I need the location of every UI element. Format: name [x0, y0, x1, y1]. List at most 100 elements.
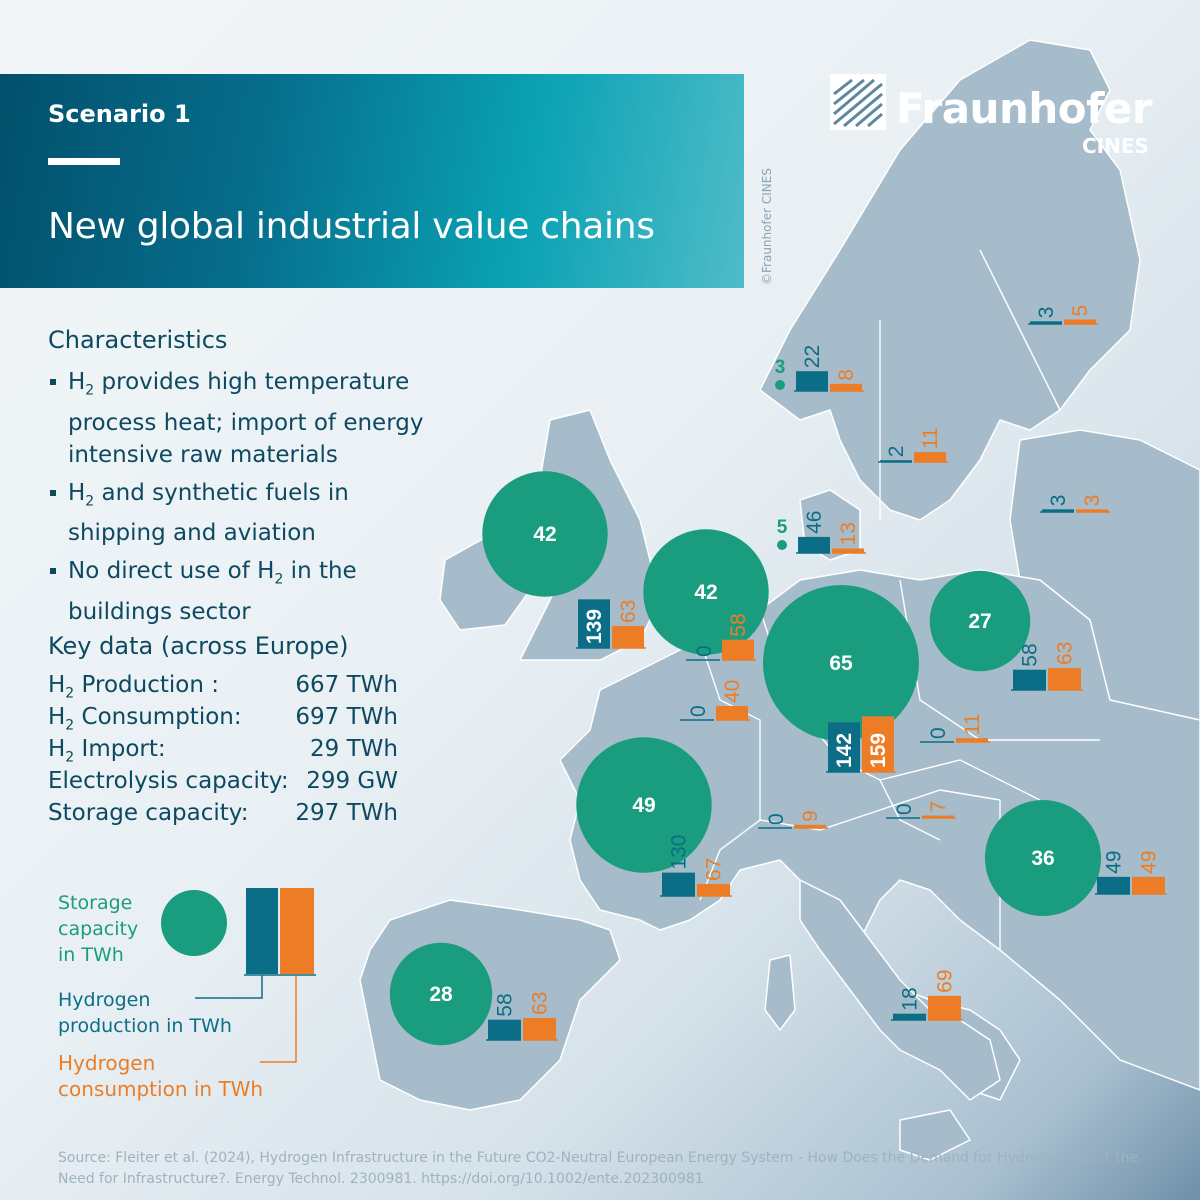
production-value: 3	[1047, 495, 1070, 507]
legend-storage-circle	[161, 890, 227, 956]
production-bar	[1042, 509, 1074, 512]
region-norway: 3 22 8	[775, 345, 864, 392]
key-data-value: 297 TWh	[295, 800, 398, 826]
consumption-bar	[697, 883, 730, 896]
storage-circle	[777, 540, 787, 550]
region-belgium: 0 40	[680, 680, 750, 721]
consumption-bar	[1064, 319, 1096, 324]
consumption-value: 63	[1054, 642, 1077, 665]
key-data-value: 667 TWh	[295, 672, 398, 698]
storage-circle	[576, 737, 712, 873]
characteristic-item: H2 and synthetic fuels in shipping and a…	[48, 477, 428, 550]
region-poland: 27 58 63	[929, 570, 1083, 691]
consumption-bar	[1048, 667, 1081, 690]
key-data-label: H2 Production :	[48, 672, 219, 702]
scenario-label: Scenario 1	[48, 100, 191, 128]
scenario-divider	[48, 158, 120, 165]
consumption-value: 69	[934, 969, 957, 992]
consumption-bar	[523, 1017, 556, 1040]
key-data-label: H2 Consumption:	[48, 704, 242, 734]
consumption-value: 63	[617, 600, 640, 623]
production-value: 58	[494, 993, 517, 1016]
consumption-bar	[1132, 876, 1165, 894]
production-value: 49	[1103, 850, 1126, 873]
region-netherlands: 42 0 58	[643, 529, 769, 661]
bullet-text: in the buildings sector	[68, 558, 357, 625]
characteristics-heading: Characteristics	[48, 326, 228, 354]
consumption-value: 5	[1069, 305, 1092, 317]
bullet-text: provides high temperature process heat; …	[68, 369, 424, 468]
bullet-subscript: 2	[85, 493, 95, 510]
land-continent	[559, 569, 1200, 1101]
production-value: 130	[668, 835, 691, 870]
bullet-prefix: H	[68, 369, 86, 395]
consumption-bar	[928, 995, 961, 1020]
storage-circle	[775, 380, 785, 390]
consumption-value: 9	[799, 810, 822, 822]
region-denmark: 5 46 13	[777, 511, 866, 554]
consumption-bar	[830, 383, 862, 391]
legend-consumption-leader	[260, 975, 297, 1063]
region-czechia: 0 11	[920, 713, 990, 743]
bullet-text: and synthetic fuels in shipping and avia…	[68, 479, 349, 547]
consumption-bar	[794, 824, 826, 828]
production-bar	[578, 599, 610, 648]
production-bar	[1097, 876, 1130, 894]
characteristic-item: No direct use of H2 in the buildings sec…	[48, 555, 428, 628]
storage-value: 5	[777, 517, 788, 538]
key-data-row: Storage capacity: 297 TWh	[48, 800, 398, 832]
production-value: 0	[687, 705, 710, 717]
storage-value: 28	[429, 983, 453, 1006]
production-bar	[880, 460, 912, 462]
consumption-bar	[914, 452, 946, 462]
consumption-value: 63	[529, 992, 552, 1015]
bullet-prefix: H	[68, 479, 86, 506]
production-value: 46	[803, 511, 826, 534]
characteristics-list: H2 provides high temperature process hea…	[48, 366, 428, 634]
consumption-value: 11	[919, 427, 942, 449]
storage-value: 65	[829, 652, 853, 675]
production-value: 0	[765, 813, 788, 825]
production-value: 58	[1019, 643, 1042, 666]
key-data-value: 29 TWh	[310, 736, 398, 762]
production-value: 0	[893, 803, 916, 815]
production-value: 142	[833, 733, 856, 768]
region-sweden: 2 11	[878, 427, 948, 463]
legend-production-label: Hydrogen production in TWh	[58, 989, 232, 1037]
land-sicily	[899, 1109, 971, 1161]
consumption-value: 8	[835, 369, 858, 381]
production-value: 18	[899, 987, 922, 1010]
consumption-value: 7	[927, 801, 950, 813]
production-bar	[893, 1013, 926, 1020]
storage-value: 36	[1031, 847, 1054, 870]
production-value: 22	[801, 345, 824, 368]
storage-circle	[482, 471, 608, 597]
production-bar	[828, 722, 860, 772]
storage-circle	[643, 529, 769, 655]
production-value: 139	[583, 609, 606, 644]
legend-production-leader	[195, 975, 263, 999]
land-italy	[799, 879, 1001, 1101]
region-iberia: 28 58 63	[389, 942, 558, 1046]
consumption-value: 3	[1081, 495, 1104, 507]
land-sardinia	[764, 954, 796, 1031]
production-bar	[798, 536, 830, 553]
land-scandinavia	[759, 39, 1141, 521]
bullet-prefix: No direct use of H	[68, 558, 275, 585]
key-data-label: Storage capacity:	[48, 800, 249, 826]
fraunhofer-mark-icon	[830, 74, 886, 130]
production-value: 0	[927, 727, 950, 739]
region-germany: 65 142 159	[763, 585, 919, 773]
key-data-heading: Key data (across Europe)	[48, 632, 349, 660]
fraunhofer-logo: Fraunhofer CINES	[830, 74, 1153, 164]
key-data-label: H2 Import:	[48, 736, 166, 766]
legend-storage-label: Storage capacity in TWh	[58, 892, 139, 966]
key-data-row: H2 Consumption: 697 TWh	[48, 704, 398, 736]
consumption-bar	[716, 706, 748, 720]
key-data-row: H2 Import: 29 TWh	[48, 736, 398, 768]
key-data-label: Electrolysis capacity:	[48, 768, 289, 794]
